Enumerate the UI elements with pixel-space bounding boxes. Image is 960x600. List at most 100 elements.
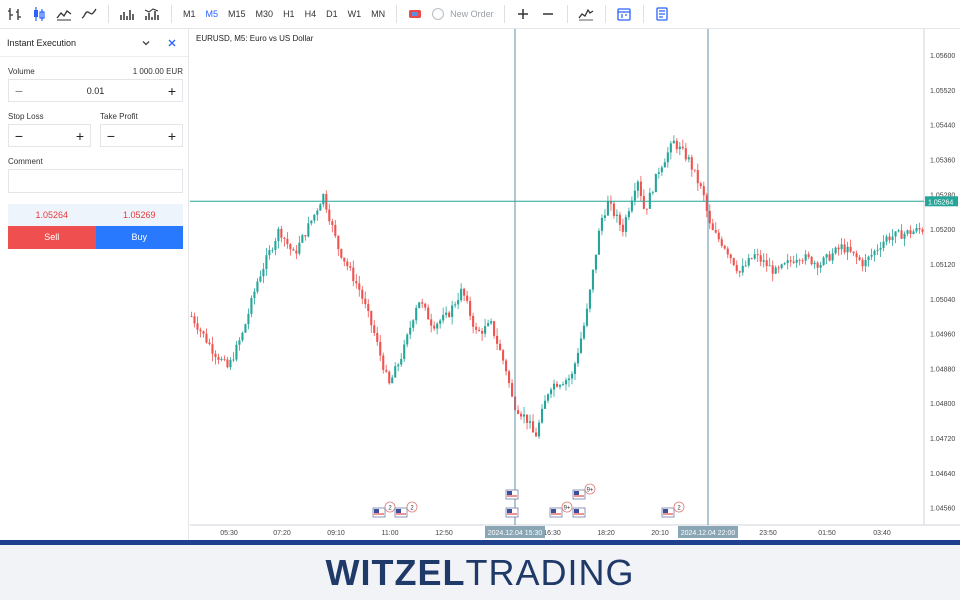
candle-body [322, 194, 325, 205]
timeframe-m15[interactable]: M15 [228, 9, 246, 19]
chevron-down-icon[interactable] [137, 34, 155, 52]
timeframe-w1[interactable]: W1 [347, 9, 362, 19]
timeframe-m5[interactable]: M5 [205, 9, 219, 19]
candle-body [346, 261, 349, 267]
sell-button[interactable]: Sell [8, 226, 96, 249]
calendar-icon[interactable] [612, 2, 636, 26]
candlestick-icon[interactable] [27, 2, 51, 26]
candle-body [849, 246, 852, 252]
candle-body [460, 288, 463, 301]
ask-price: 1.05269 [122, 210, 156, 220]
volume-value[interactable]: 0.01 [86, 85, 105, 96]
candle-body [636, 181, 639, 191]
candle-body [768, 265, 771, 267]
candle-body [534, 432, 538, 437]
candle-body [394, 366, 397, 378]
price-tick-label: 1.05360 [930, 158, 955, 165]
candle-body [906, 230, 909, 234]
crosshair-icon[interactable] [2, 2, 26, 26]
stop-loss-increase-button[interactable]: + [75, 127, 85, 144]
new-order-button[interactable]: New Order [428, 8, 498, 20]
candle-body [717, 232, 720, 240]
candle-body [316, 210, 319, 215]
indicators-icon[interactable] [574, 2, 598, 26]
candle-body [813, 262, 816, 265]
time-tick-label: 05:30 [220, 530, 238, 537]
chart-area[interactable]: 1.05600 1.05520 1.05440 1.05360 1.05280 1.052… [190, 29, 960, 540]
candle-body [361, 289, 364, 299]
notes-icon[interactable] [650, 2, 674, 26]
take-profit-decrease-button[interactable]: − [106, 127, 116, 144]
candle-body [325, 194, 328, 210]
candle-body [561, 384, 565, 386]
candle-body [798, 259, 801, 261]
candle-body [334, 224, 337, 236]
candle-body [424, 303, 427, 308]
candle-body [382, 355, 385, 370]
candle-body [564, 380, 568, 385]
area-chart-icon[interactable] [52, 2, 76, 26]
take-profit-increase-button[interactable]: + [167, 127, 177, 144]
stop-loss-decrease-button[interactable]: − [14, 127, 24, 144]
price-tick-label: 1.04880 [930, 366, 955, 373]
candle-body [436, 323, 439, 329]
candle-body [549, 389, 553, 395]
candle-body [466, 295, 469, 301]
candle-body [400, 358, 403, 365]
line-chart-icon[interactable] [77, 2, 101, 26]
zoom-out-icon[interactable] [536, 2, 560, 26]
candle-body [352, 267, 355, 282]
bar-chart-icon[interactable] [140, 2, 164, 26]
timeframe-h1[interactable]: H1 [283, 9, 295, 19]
timeframe-h4[interactable]: H4 [304, 9, 317, 19]
candle-body [430, 319, 433, 326]
event-badge-count: 2 [677, 506, 681, 512]
candle-body [696, 170, 699, 184]
candle-body [496, 335, 499, 344]
buy-button[interactable]: Buy [95, 226, 183, 249]
candle-body [756, 254, 759, 256]
volume-amount: 1 000.00 EUR [132, 67, 183, 76]
candle-body [843, 244, 846, 253]
candle-body [271, 249, 274, 251]
flag-icon[interactable] [403, 2, 427, 26]
price-chart[interactable]: 1.056001.055201.054401.053601.052801.052… [190, 29, 960, 540]
comment-input[interactable] [8, 169, 183, 193]
candle-body [888, 236, 891, 241]
timeframe-m30[interactable]: M30 [255, 9, 274, 19]
candle-body [588, 289, 592, 309]
candle-body [735, 265, 738, 272]
volume-stepper: − 0.01 + [8, 79, 183, 102]
event-badge [584, 483, 596, 495]
candle-body [891, 236, 894, 241]
candle-body [663, 162, 666, 168]
candle-body [591, 269, 594, 290]
candle-body [508, 371, 511, 384]
close-icon[interactable] [163, 34, 181, 52]
candle-body [834, 247, 837, 254]
timeframe-m1[interactable]: M1 [183, 9, 196, 19]
candle-body [864, 260, 867, 267]
zoom-in-icon[interactable] [511, 2, 535, 26]
candle-body [340, 249, 343, 258]
bar-volume-icon[interactable] [115, 2, 139, 26]
candle-body [403, 344, 406, 359]
volume-increase-button[interactable]: + [167, 82, 177, 99]
candle-body [702, 186, 705, 196]
stop-loss-label: Stop Loss [8, 112, 44, 121]
candle-body [343, 257, 346, 262]
volume-label: Volume [8, 67, 35, 76]
volume-decrease-button[interactable]: − [14, 82, 24, 99]
timeframe-mn[interactable]: MN [371, 9, 386, 19]
candle-body [804, 254, 807, 261]
candle-body [750, 258, 753, 259]
event-flag-canton [663, 509, 668, 513]
candle-body [747, 258, 750, 266]
timeframe-d1[interactable]: D1 [326, 9, 338, 19]
price-tick-label: 1.04560 [930, 506, 955, 513]
brand-logo: WITZEL TRADING [326, 554, 635, 591]
candle-body [520, 413, 523, 417]
candle-body [307, 223, 310, 237]
price-tick-label: 1.05280 [930, 192, 955, 199]
candle-body [406, 334, 409, 345]
